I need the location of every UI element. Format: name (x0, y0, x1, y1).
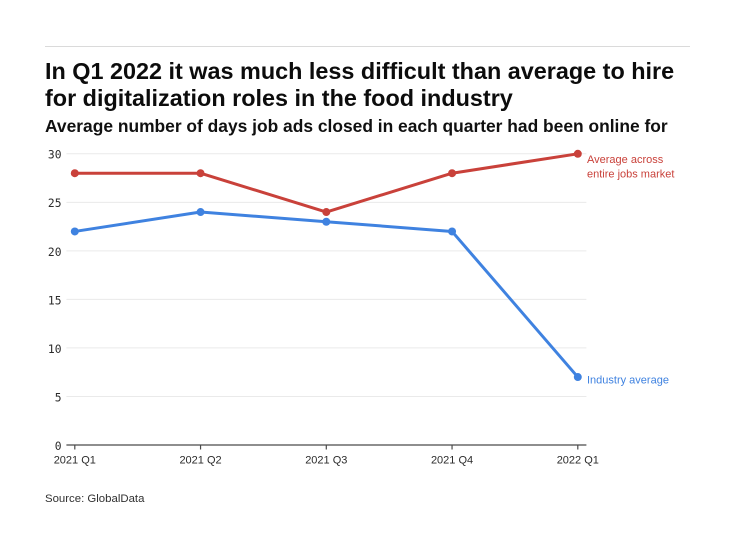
series-line-1 (73, 210, 580, 379)
series-0-point-4 (573, 149, 582, 158)
source-credit: Source: GlobalData (45, 492, 145, 505)
y-tick-label-0: 0 (55, 440, 62, 453)
x-tick-label-2: 2021 Q3 (305, 454, 347, 466)
series-1-point-1 (196, 208, 205, 217)
series-0-point-2 (322, 208, 331, 217)
x-tick-label-4: 2022 Q1 (557, 454, 599, 466)
y-tick-label-20: 20 (48, 246, 62, 259)
top-divider (45, 45, 690, 47)
legend-label-1-line-0: Industry average (587, 375, 669, 387)
series-0-point-3 (448, 169, 457, 178)
series-1-point-2 (322, 217, 331, 226)
y-tick-label-25: 25 (48, 197, 62, 210)
legend-label-0-line-1: entire jobs market (587, 168, 674, 180)
x-tick-label-1: 2021 Q2 (179, 454, 221, 466)
y-tick-label-5: 5 (55, 391, 62, 404)
series-0-point-0 (70, 169, 79, 178)
legend-label-0-line-0: Average across (587, 154, 664, 166)
series-0-point-1 (196, 169, 205, 178)
x-tick-label-3: 2021 Q4 (431, 454, 473, 466)
series-line-0 (73, 152, 580, 214)
series-1-point-3 (448, 227, 457, 236)
x-tick-label-0: 2021 Q1 (54, 454, 96, 466)
chart-title: In Q1 2022 it was much less difficult th… (45, 58, 675, 112)
series-1-point-4 (573, 373, 582, 382)
series-1-point-0 (70, 227, 79, 236)
y-tick-label-30: 30 (48, 149, 62, 162)
y-tick-label-10: 10 (48, 343, 62, 356)
y-tick-label-15: 15 (48, 294, 62, 307)
chart-subtitle: Average number of days job ads closed in… (45, 116, 668, 136)
